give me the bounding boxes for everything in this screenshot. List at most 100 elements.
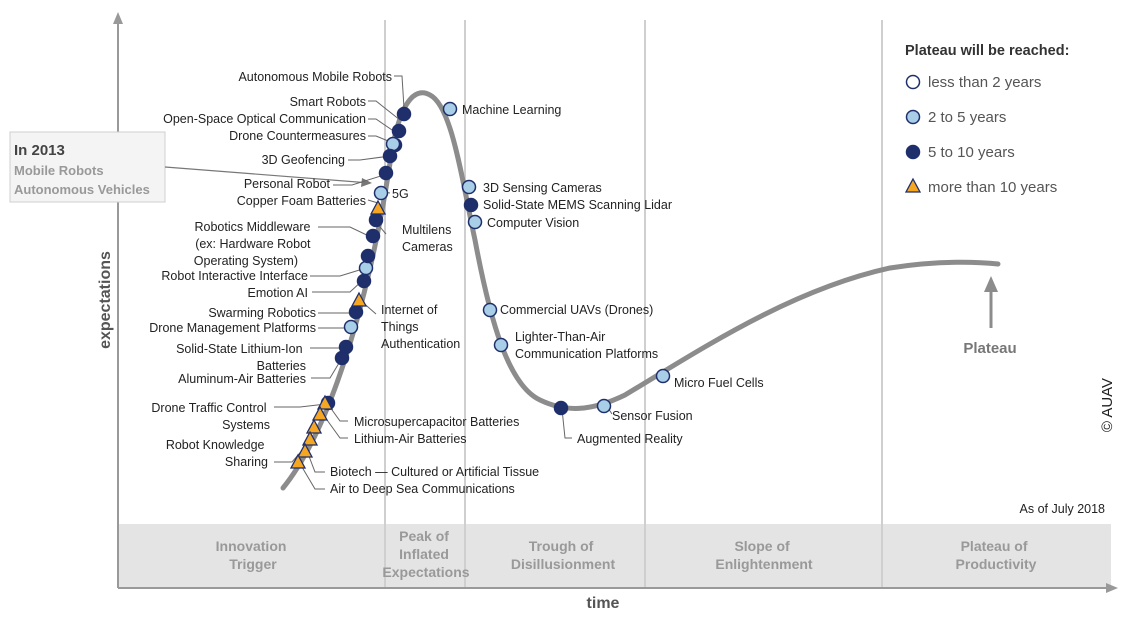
label-microsupercapacitor: Microsupercapacitor Batteries <box>354 415 519 429</box>
y-axis-arrow <box>113 12 123 24</box>
axes <box>117 22 1108 589</box>
phase-innovation: Innovation Trigger <box>216 538 291 572</box>
plateau-label: Plateau <box>963 340 1016 357</box>
phase-band <box>118 524 1111 588</box>
phase-slope: Slope of Enlightenment <box>715 538 813 572</box>
marker-sensor-fusion <box>596 398 612 414</box>
marker-smart-robots <box>391 123 407 139</box>
phase-trough: Trough of Disillusionment <box>511 538 616 572</box>
legend-label-0: less than 2 years <box>928 74 1041 91</box>
marker-lithium-air <box>311 405 329 421</box>
legend-marker-navy <box>905 144 921 160</box>
marker-robot-interactive <box>358 260 374 276</box>
marker-micro-fuel-cells <box>655 368 671 384</box>
tech-labels: Autonomous Mobile Robots Smart Robots Op… <box>149 70 763 496</box>
marker-3d-geofencing <box>382 148 398 164</box>
legend-title: Plateau will be reached: <box>905 43 1069 59</box>
legend-marker-light-blue <box>905 109 921 125</box>
label-aluminum-air: Aluminum-Air Batteries <box>178 372 306 386</box>
label-lighter-than-air: Lighter-Than-Air Communication Platforms <box>515 330 658 361</box>
marker-computer-vision <box>467 214 483 230</box>
phase-dividers <box>384 20 883 588</box>
label-biotech: Biotech — Cultured or Artificial Tissue <box>330 465 539 479</box>
label-drone-traffic: Drone Traffic Control Systems <box>151 401 270 432</box>
in-2013-pointer <box>164 166 371 184</box>
plateau-arrow-head <box>984 276 998 292</box>
marker-mems-lidar <box>463 197 479 213</box>
marker-autonomous-mobile-robots <box>396 106 412 122</box>
marker-internet-things-auth <box>350 291 368 307</box>
in-2013-title: In 2013 <box>14 142 65 159</box>
marker-personal-robot <box>378 165 394 181</box>
label-air-deep-sea: Air to Deep Sea Communications <box>330 482 515 496</box>
phase-peak: Peak of Inflated Expectations <box>382 528 469 580</box>
label-mems-lidar: Solid-State MEMS Scanning Lidar <box>483 198 672 212</box>
label-micro-fuel-cells: Micro Fuel Cells <box>674 376 764 390</box>
tech-triangles <box>289 199 387 469</box>
as-of-date: As of July 2018 <box>1020 502 1106 516</box>
marker-microsupercapacitor <box>316 394 334 410</box>
copyright: © AUAV <box>1099 378 1116 432</box>
label-computer-vision: Computer Vision <box>487 216 579 230</box>
label-solid-state-li: Solid-State Lithium-Ion Batteries <box>176 342 306 373</box>
x-axis-arrow <box>1106 583 1118 593</box>
marker-commercial-uavs <box>482 302 498 318</box>
legend: Plateau will be reached: less than 2 yea… <box>904 43 1069 196</box>
marker-biotech <box>296 442 314 458</box>
label-drone-countermeasures: Drone Countermeasures <box>229 129 366 143</box>
phase-labels: Innovation Trigger Peak of Inflated Expe… <box>216 528 1037 580</box>
label-robot-interactive: Robot Interactive Interface <box>161 269 308 283</box>
label-smart-robots: Smart Robots <box>290 95 366 109</box>
label-5g: 5G <box>392 187 409 201</box>
tech-markers <box>320 101 671 416</box>
legend-marker-white <box>905 74 921 90</box>
label-sensor-fusion: Sensor Fusion <box>612 409 693 423</box>
legend-label-3: more than 10 years <box>928 179 1057 196</box>
in-2013-pointer-head <box>361 178 372 187</box>
label-personal-robot: Personal Robot <box>244 177 331 191</box>
label-3d-sensing: 3D Sensing Cameras <box>483 181 602 195</box>
legend-label-1: 2 to 5 years <box>928 109 1006 126</box>
marker-3d-sensing <box>461 179 477 195</box>
marker-copper-foam <box>369 199 387 215</box>
marker-5g <box>373 185 389 201</box>
marker-robot-knowledge-b <box>301 430 319 446</box>
marker-air-deep-sea <box>289 453 307 469</box>
label-3d-geofencing: 3D Geofencing <box>262 153 345 167</box>
marker-robot-interactive-2 <box>360 248 376 264</box>
label-multilens-cameras: Multilens Cameras <box>402 223 455 254</box>
marker-emotion-ai <box>356 273 372 289</box>
marker-augmented-reality <box>553 400 569 416</box>
x-axis-label: time <box>587 595 620 612</box>
legend-label-2: 5 to 10 years <box>928 144 1015 161</box>
label-open-space-optical: Open-Space Optical Communication <box>163 112 366 126</box>
label-commercial-uavs: Commercial UAVs (Drones) <box>500 303 653 317</box>
marker-lighter-than-air <box>493 337 509 353</box>
marker-machine-learning <box>442 101 458 117</box>
marker-drone-mgmt <box>343 319 359 335</box>
label-autonomous-mobile-robots: Autonomous Mobile Robots <box>238 70 392 84</box>
marker-swarming-robotics <box>348 304 364 320</box>
marker-robot-knowledge-a <box>305 418 323 434</box>
marker-aluminum-air <box>334 350 350 366</box>
marker-drone-countermeasures <box>385 136 401 152</box>
y-axis-label: expectations <box>97 251 114 349</box>
label-copper-foam: Copper Foam Batteries <box>237 194 366 208</box>
label-robotics-middleware: Robotics Middleware (ex: Hardware Robot … <box>194 220 314 268</box>
marker-multilens-cameras <box>365 228 381 244</box>
label-augmented-reality: Augmented Reality <box>577 432 683 446</box>
label-drone-mgmt: Drone Management Platforms <box>149 321 316 335</box>
label-swarming-robotics: Swarming Robotics <box>208 306 316 320</box>
label-lithium-air: Lithium-Air Batteries <box>354 432 467 446</box>
label-machine-learning: Machine Learning <box>462 103 561 117</box>
phase-plateau: Plateau of Productivity <box>956 538 1037 572</box>
in-2013-item-1: Autonomous Vehicles <box>14 182 150 197</box>
legend-marker-triangle <box>904 177 922 193</box>
label-emotion-ai: Emotion AI <box>248 286 308 300</box>
in-2013-box: In 2013 Mobile Robots Autonomous Vehicle… <box>9 131 166 203</box>
in-2013-item-0: Mobile Robots <box>14 163 104 178</box>
label-robot-knowledge: Robot Knowledge Sharing <box>166 438 268 469</box>
marker-robotics-middleware <box>368 212 384 228</box>
label-internet-things-auth: Internet of Things Authentication <box>381 303 460 351</box>
